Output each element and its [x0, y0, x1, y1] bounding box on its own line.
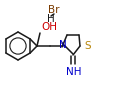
Text: H: H: [47, 14, 55, 24]
Text: S: S: [84, 41, 91, 51]
Text: OH: OH: [41, 22, 57, 32]
Text: NH: NH: [66, 67, 82, 77]
Text: Br: Br: [48, 5, 60, 15]
Text: N: N: [59, 40, 67, 50]
